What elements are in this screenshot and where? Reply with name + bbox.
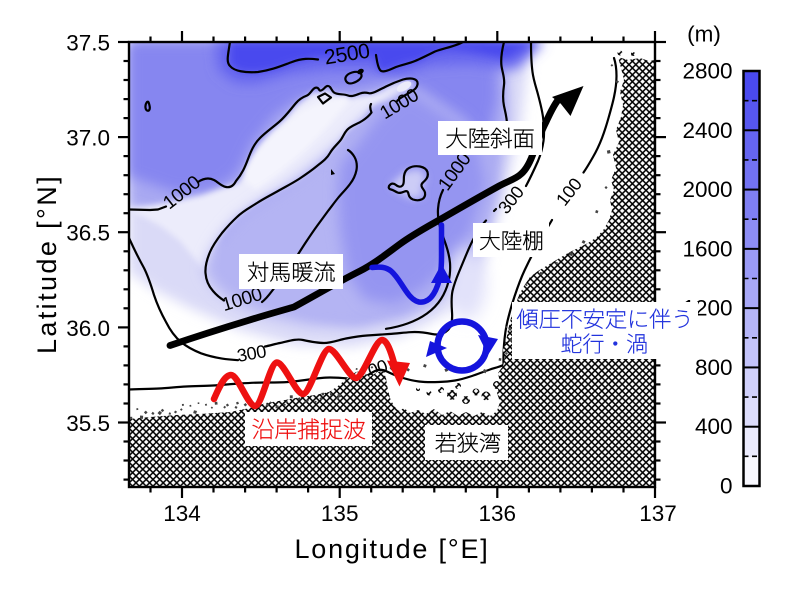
svg-text:400: 400 <box>695 414 733 439</box>
svg-text:Latitude [°N]: Latitude [°N] <box>32 174 62 354</box>
svg-text:35.5: 35.5 <box>66 411 110 436</box>
svg-text:134: 134 <box>163 501 201 526</box>
svg-text:36.5: 36.5 <box>66 221 110 246</box>
svg-text:2800: 2800 <box>682 59 732 84</box>
svg-text:0: 0 <box>720 474 733 499</box>
svg-text:36.0: 36.0 <box>66 316 110 341</box>
svg-text:800: 800 <box>695 355 733 380</box>
svg-text:37.5: 37.5 <box>66 31 110 56</box>
svg-text:135: 135 <box>321 501 359 526</box>
svg-text:2000: 2000 <box>682 177 732 202</box>
svg-text:Longitude [°E]: Longitude [°E] <box>294 534 489 564</box>
svg-text:136: 136 <box>479 501 517 526</box>
svg-text:1600: 1600 <box>682 236 732 261</box>
svg-text:(m): (m) <box>687 22 721 47</box>
svg-text:2400: 2400 <box>682 118 732 143</box>
svg-text:137: 137 <box>639 501 677 526</box>
svg-text:37.0: 37.0 <box>66 126 110 151</box>
